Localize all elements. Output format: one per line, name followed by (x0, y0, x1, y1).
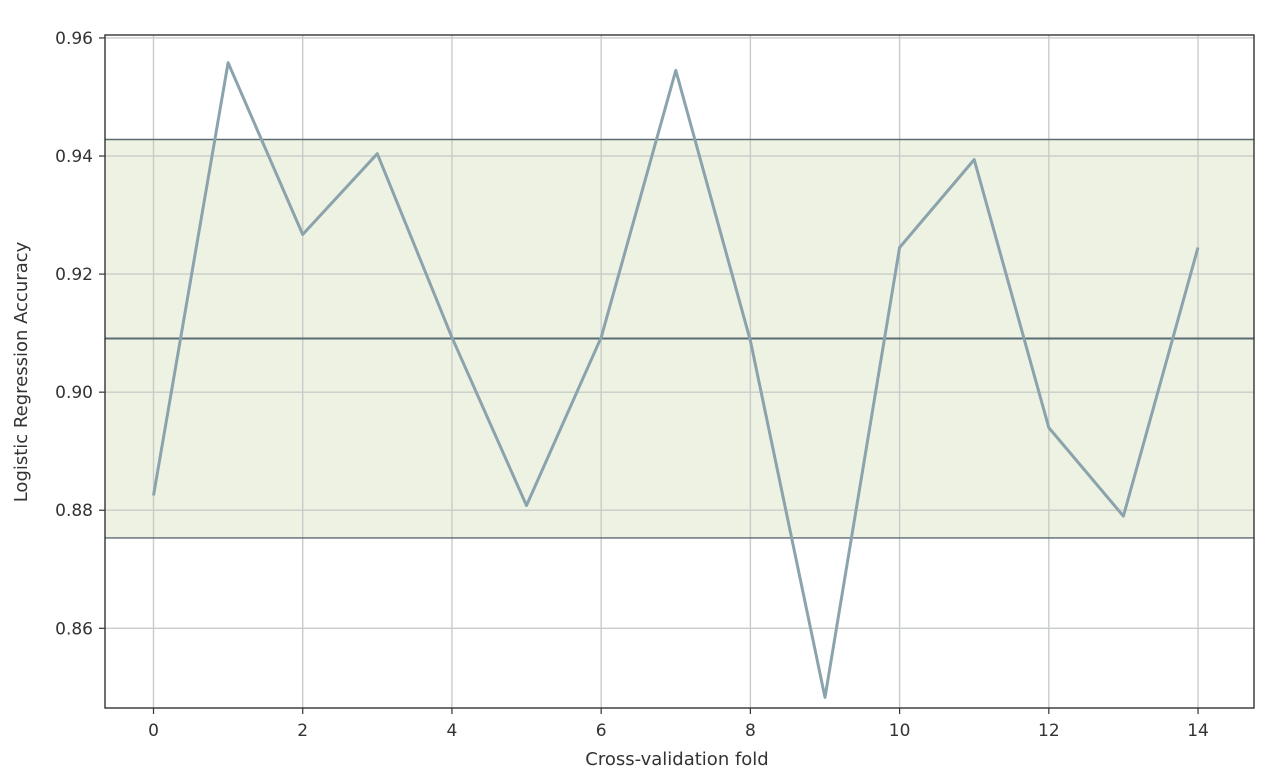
y-tick-label: 0.94 (55, 147, 93, 167)
series (152, 61, 1200, 699)
x-ticks: 0 2 4 6 8 10 12 14 (148, 708, 1209, 741)
grid (105, 35, 1254, 708)
y-tick-label: 0.86 (55, 619, 93, 639)
y-tick-label: 0.96 (55, 29, 93, 49)
x-tick-label: 4 (447, 721, 458, 741)
x-axis-label: Cross-validation fold (585, 749, 768, 770)
reference-lines (105, 138, 1254, 539)
plot-frame (104, 34, 1255, 709)
y-ticks: 0.86 0.88 0.90 0.92 0.94 0.96 (55, 29, 105, 639)
x-tick-label: 2 (297, 721, 308, 741)
axes (104, 34, 1255, 709)
y-tick-label: 0.90 (55, 383, 93, 403)
x-tick-label: 6 (596, 721, 607, 741)
y-tick-label: 0.92 (55, 265, 93, 285)
series-line (152, 61, 1200, 699)
x-tick-label: 14 (1187, 721, 1209, 741)
y-axis-label: Logistic Regression Accuracy (11, 241, 32, 502)
x-tick-label: 12 (1038, 721, 1060, 741)
x-tick-label: 0 (148, 721, 159, 741)
x-tick-label: 10 (889, 721, 911, 741)
y-tick-label: 0.88 (55, 501, 93, 521)
x-tick-label: 8 (745, 721, 756, 741)
